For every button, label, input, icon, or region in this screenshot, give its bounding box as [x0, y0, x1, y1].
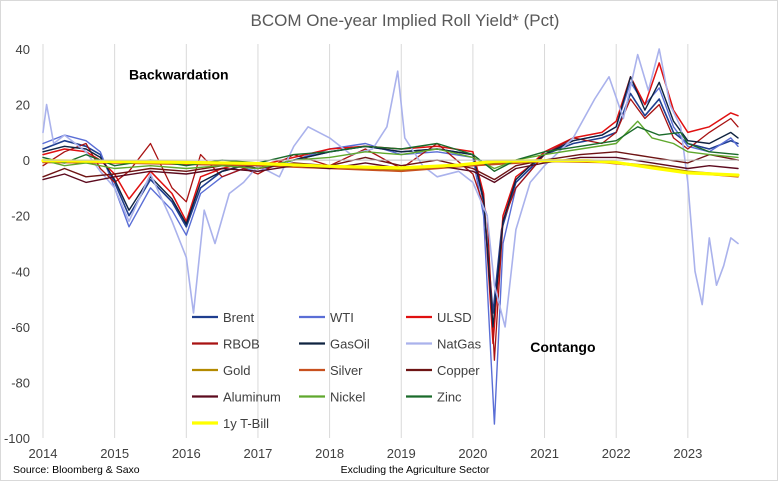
x-axis-ticks: 2014 2015 2016 2017 2018 2019 2020 2021 2022 2023 [29, 446, 703, 461]
x-tick-label: 2022 [602, 446, 631, 461]
source-note: Source: Bloomberg & Saxo [13, 464, 140, 476]
legend-label-rbob: RBOB [223, 337, 260, 352]
y-tick-label: -20 [11, 209, 30, 224]
legend-label-brent: Brent [223, 310, 254, 325]
legend-label-silver: Silver [330, 363, 363, 378]
x-tick-label: 2019 [387, 446, 416, 461]
series-line-copper [42, 151, 739, 181]
series-line-rbob [42, 98, 739, 361]
series-line-nickel [42, 120, 739, 170]
legend-label-wti: WTI [330, 310, 354, 325]
footer-note: Excluding the Agriculture Sector [341, 464, 490, 476]
y-tick-label: 40 [16, 42, 30, 57]
x-tick-label: 2015 [100, 446, 129, 461]
y-tick-label: -40 [11, 264, 30, 279]
y-tick-label: -100 [4, 431, 30, 446]
x-tick-label: 2017 [243, 446, 272, 461]
legend-label-aluminum: Aluminum [223, 390, 281, 405]
series-line-1y-t-bill [41, 159, 740, 177]
series-line-wti [42, 81, 739, 425]
annotation-label: Backwardation [129, 67, 229, 83]
y-tick-label: -60 [11, 320, 30, 335]
x-tick-label: 2023 [673, 446, 702, 461]
x-tick-label: 2021 [530, 446, 559, 461]
legend-label-1y-t-bill: 1y T-Bill [223, 416, 269, 431]
legend-label-zinc: Zinc [437, 390, 462, 405]
x-tick-label: 2020 [458, 446, 487, 461]
legend-label-gold: Gold [223, 363, 250, 378]
x-tick-label: 2018 [315, 446, 344, 461]
y-axis-ticks: 40 20 0 -20 -40 -60 -80 -100 [4, 42, 30, 446]
annotation-label: Contango [530, 339, 595, 355]
y-tick-label: 0 [23, 153, 30, 168]
chart-title: BCOM One-year Implied Roll Yield* (Pct) [251, 11, 560, 30]
legend-label-nickel: Nickel [330, 390, 366, 405]
legend-label-ulsd: ULSD [437, 310, 472, 325]
legend: Brent WTI ULSD RBOB GasOil NatGas Gold Silver Co… [192, 310, 482, 431]
annotations: Backwardation Contango [129, 67, 596, 355]
x-tick-label: 2014 [29, 446, 58, 461]
y-tick-label: 20 [16, 98, 30, 113]
legend-label-gasoil: GasOil [330, 337, 370, 352]
series-layer [41, 48, 740, 425]
legend-label-natgas: NatGas [437, 337, 482, 352]
legend-label-copper: Copper [437, 363, 480, 378]
x-tick-label: 2016 [172, 446, 201, 461]
y-tick-label: -80 [11, 375, 30, 390]
